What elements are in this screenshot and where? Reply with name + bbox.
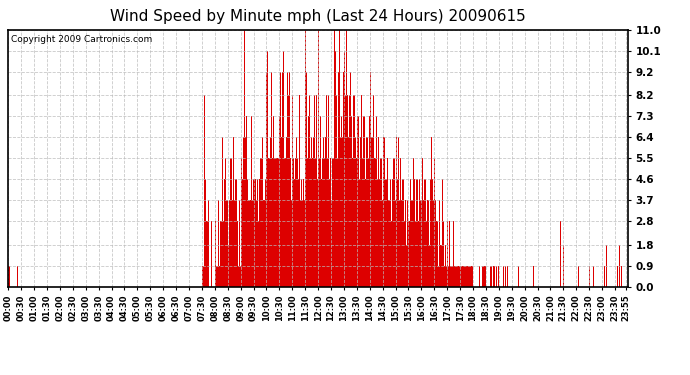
Text: Copyright 2009 Cartronics.com: Copyright 2009 Cartronics.com bbox=[11, 35, 152, 44]
Text: Wind Speed by Minute mph (Last 24 Hours) 20090615: Wind Speed by Minute mph (Last 24 Hours)… bbox=[110, 9, 525, 24]
